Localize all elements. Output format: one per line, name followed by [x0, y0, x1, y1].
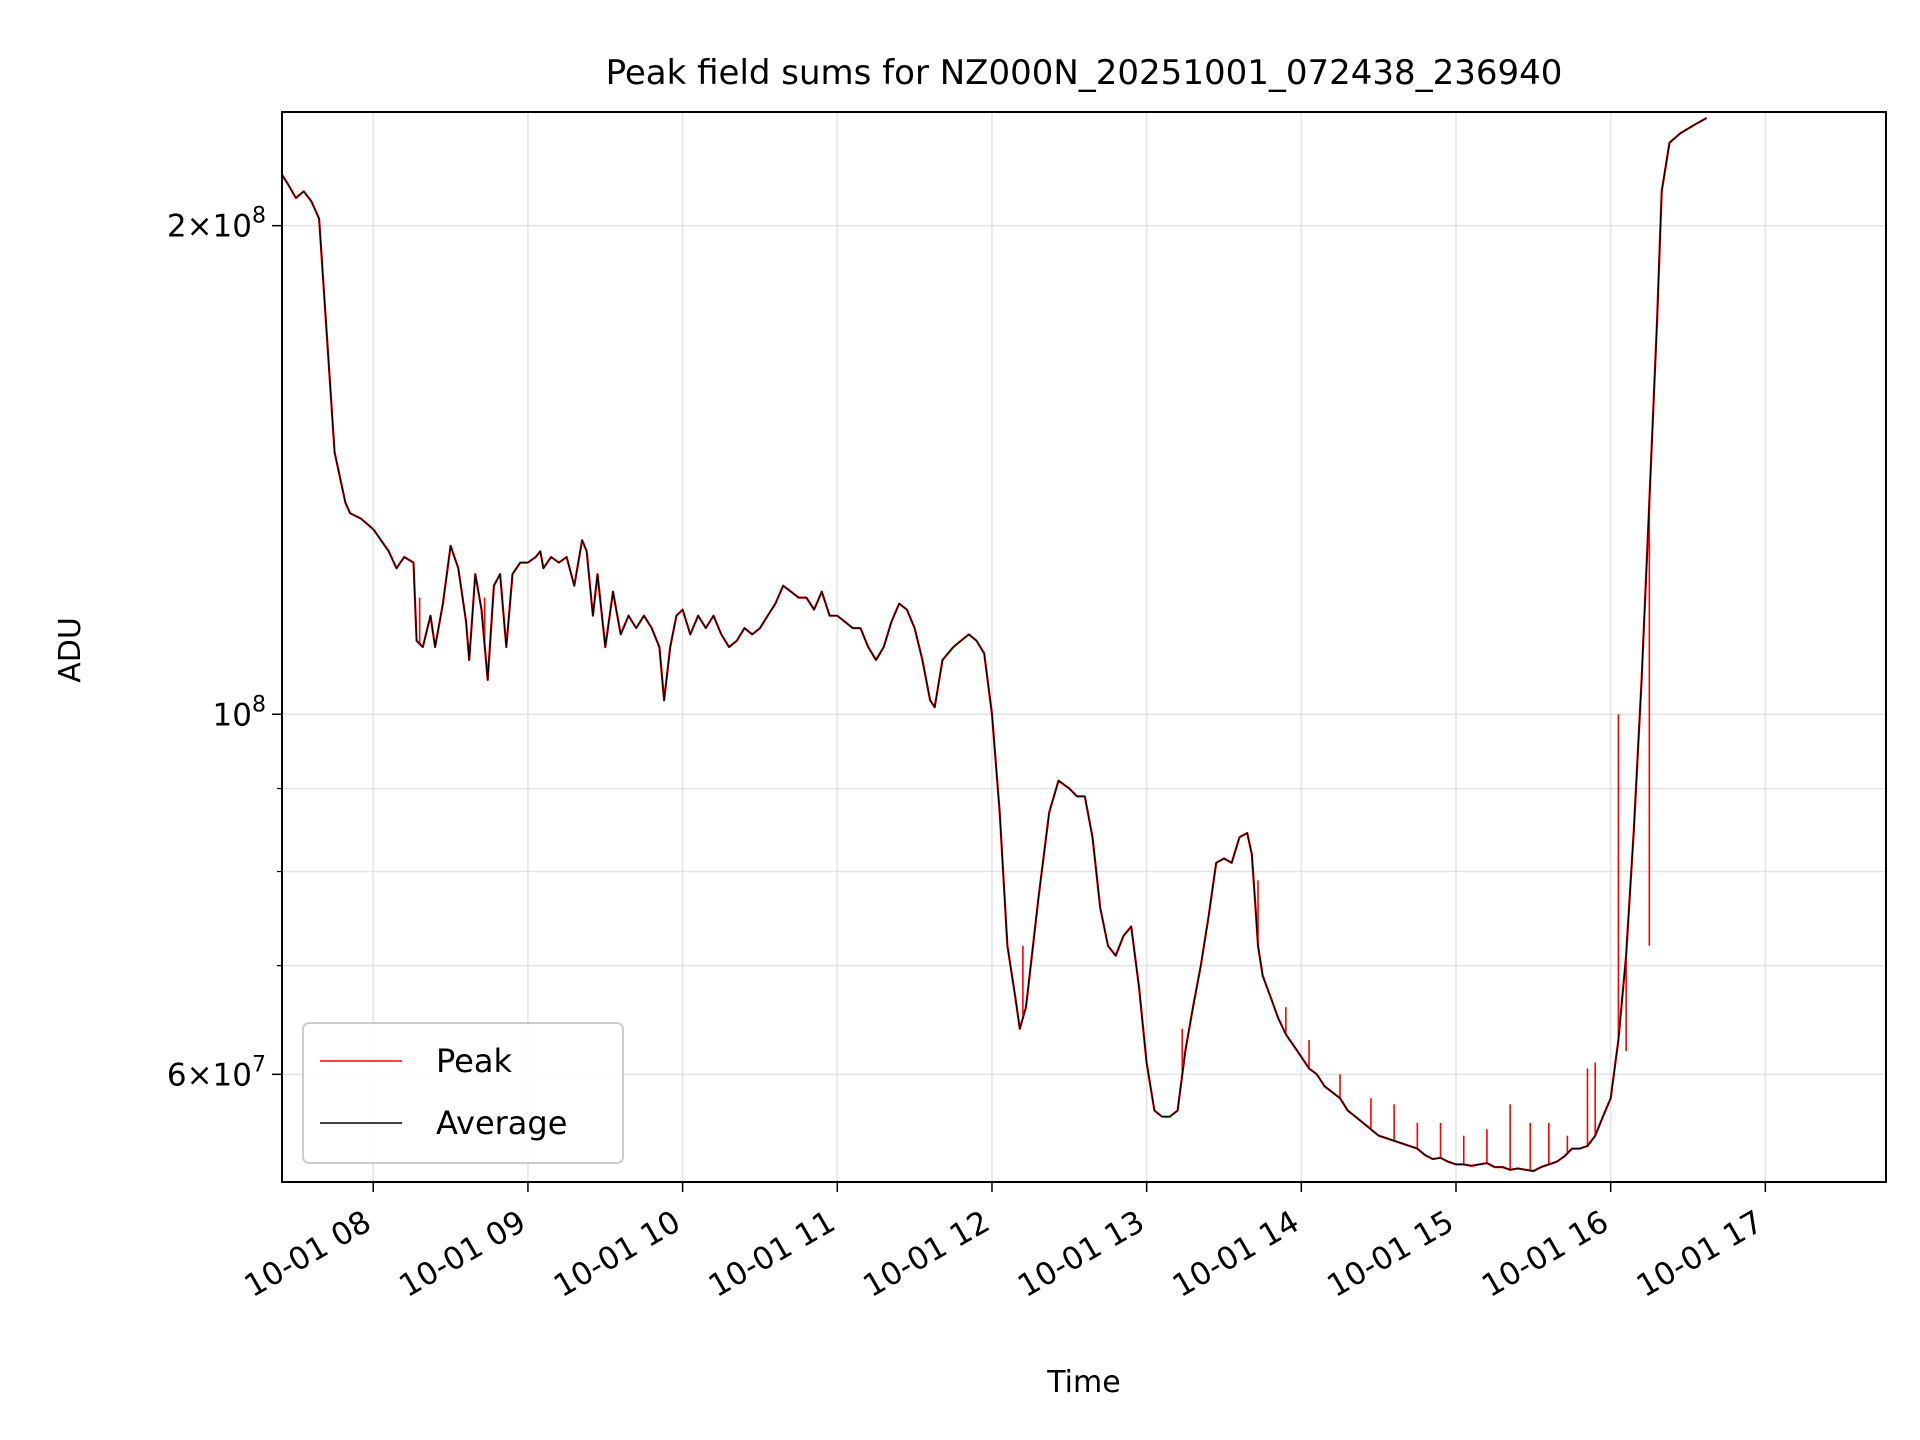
series-group: [281, 117, 1708, 1173]
x-tick-label: 10-01 13: [1012, 1204, 1151, 1305]
y-axis-label: ADU: [53, 617, 88, 683]
y-tick-exponent: 8: [252, 204, 266, 229]
x-tick-label: 10-01 16: [1476, 1204, 1615, 1305]
legend-box: [302, 1022, 624, 1164]
grid-lines: [282, 112, 1886, 1182]
legend-label-peak: Peak: [436, 1042, 512, 1080]
x-tick-label: 10-01 11: [703, 1204, 842, 1305]
x-tick-label: 10-01 14: [1167, 1204, 1306, 1305]
y-tick-exponent: 7: [252, 1052, 266, 1077]
y-tick-mantissa: 6: [167, 1057, 187, 1093]
y-tick-label: 2×108: [167, 204, 266, 245]
y-tick-base: 10: [213, 697, 252, 733]
legend: Peak Average: [302, 1022, 624, 1164]
y-tick-times: ×: [187, 209, 213, 245]
series-line-peak: [281, 117, 1708, 1173]
x-axis-label: Time: [1046, 1365, 1120, 1400]
x-tick-label: 10-01 15: [1321, 1204, 1460, 1305]
x-tick-label: 10-01 09: [393, 1204, 532, 1305]
x-tick-label: 10-01 12: [857, 1204, 996, 1305]
plot-frame: [281, 111, 1887, 1183]
y-tick-label: 108: [213, 692, 266, 733]
y-tick-base: 10: [213, 1057, 252, 1093]
x-tick-label: 10-01 10: [548, 1204, 687, 1305]
legend-label-average: Average: [436, 1104, 567, 1142]
x-tick-label: 10-01 08: [239, 1204, 378, 1305]
y-tick-mantissa: 2: [167, 209, 187, 245]
y-tick-base: 10: [213, 209, 252, 245]
y-tick-label: 6×107: [167, 1052, 266, 1093]
chart-title: Peak field sums for NZ000N_20251001_0724…: [606, 53, 1563, 93]
y-tick-times: ×: [187, 1057, 213, 1093]
x-tick-label: 10-01 17: [1631, 1204, 1770, 1305]
series-line-average: [281, 117, 1707, 1172]
y-tick-exponent: 8: [252, 692, 266, 717]
